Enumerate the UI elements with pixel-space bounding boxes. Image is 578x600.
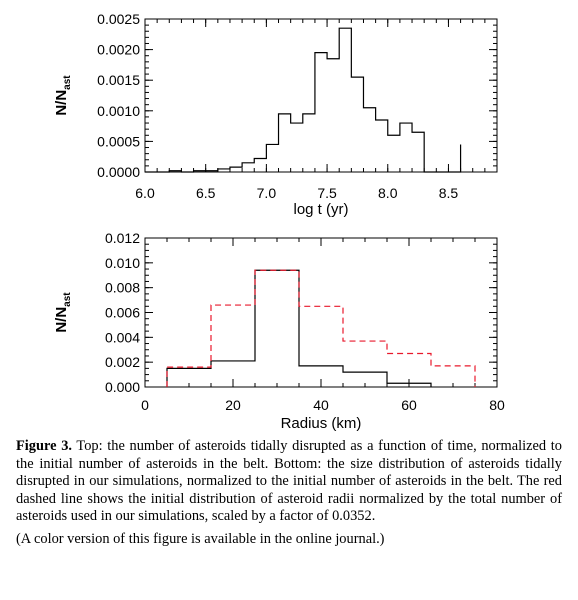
y-axis-label: N/Nast: [53, 75, 73, 116]
x-tick-label: 6.5: [196, 185, 216, 201]
y-tick-label: 0.010: [105, 255, 140, 271]
x-tick-label: 20: [225, 397, 241, 413]
x-tick-label: 6.0: [135, 185, 155, 201]
y-tick-label: 0.0010: [97, 103, 140, 119]
figure-caption: Figure 3. Top: the number of asteroids t…: [16, 438, 562, 554]
x-axis-label: Radius (km): [281, 415, 362, 432]
y-tick-label: 0.008: [105, 280, 140, 296]
x-tick-label: 60: [401, 397, 417, 413]
y-tick-label: 0.0020: [97, 42, 140, 58]
histogram-series-2-1: [166, 269, 432, 387]
y-tick-label: 0.000: [105, 379, 140, 395]
y-tick-label: 0.006: [105, 305, 140, 321]
y-tick-label: 0.0000: [97, 164, 140, 180]
caption-lead: Figure 3.: [16, 438, 72, 454]
y-axis-label-main: N/N: [53, 90, 70, 116]
y-tick-label: 0.0005: [97, 133, 140, 149]
x-tick-label: 80: [489, 397, 505, 413]
y-tick-label: 0.002: [105, 354, 140, 370]
y-tick-label: 0.0015: [97, 72, 140, 88]
y-tick-label: 0.012: [105, 230, 140, 246]
y-axis-label-main: N/N: [53, 307, 70, 333]
histogram-series-2-2: [166, 269, 476, 387]
x-tick-label: 40: [313, 397, 329, 413]
caption-text: Top: the number of asteroids tidally dis…: [16, 438, 562, 525]
histogram-series-1-1: [145, 27, 462, 173]
y-tick-label: 0.0025: [97, 11, 140, 27]
y-axis-label-sub: ast: [62, 75, 73, 90]
x-tick-label: 7.0: [257, 185, 277, 201]
x-tick-label: 8.0: [378, 185, 398, 201]
plot-frame-1: [144, 18, 498, 173]
y-axis-label-sub: ast: [62, 292, 73, 307]
caption-paragraph: Figure 3. Top: the number of asteroids t…: [16, 438, 562, 526]
y-tick-label: 0.004: [105, 329, 140, 345]
x-tick-label: 7.5: [317, 185, 337, 201]
y-axis-label: N/Nast: [53, 292, 73, 333]
caption-note: (A color version of this figure is avail…: [16, 530, 385, 547]
figure-canvas: 6.0 6.5 7.0 7.5 8.0 8.5 0.0000 0.0005 0.0010 0.00…: [53, 11, 505, 432]
x-tick-label: 0: [141, 397, 149, 413]
x-tick-label: 8.5: [439, 185, 459, 201]
x-axis-label: log t (yr): [293, 201, 348, 218]
plot-frame-2: [144, 237, 498, 388]
